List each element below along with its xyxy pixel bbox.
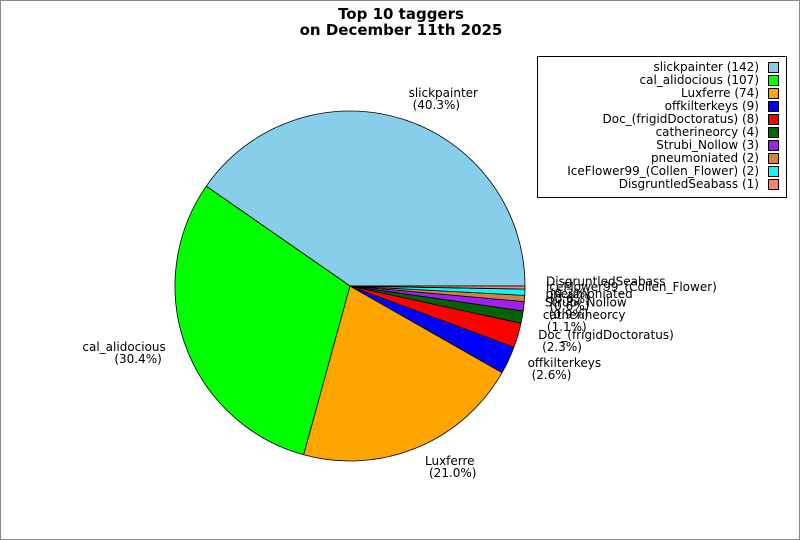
legend-label: slickpainter (142) [653,60,759,74]
chart-title: Top 10 taggers on December 11th 2025 [299,5,503,39]
legend-label: catherineorcy (4) [655,125,759,139]
legend-swatch [768,101,779,112]
slice-labels: slickpainter(40.3%) cal_alidocious(30.4%)… [82,86,716,480]
legend-swatch [768,140,779,151]
slice-percent-catherineorcy: (1.1%) [547,320,587,334]
pie-slice-disgruntledseabass [349,285,526,290]
legend-item-catherineorcy: catherineorcy (4) [538,126,786,139]
legend-item-iceflower99-collen-flower: IceFlower99_(Collen_Flower) (2) [538,165,786,178]
slice-label-slickpainter: slickpainter [409,86,478,100]
legend-swatch [768,114,779,125]
slice-label-disgruntledseabass: DisgruntledSeabass [546,275,665,289]
legend: slickpainter (142) cal_alidocious (107) Lu… [537,56,787,198]
slice-percent-strubi-nollow: (0.9%) [549,308,589,322]
slice-percent-slickpainter: (40.3%) [413,98,460,112]
legend-swatch [768,153,779,164]
slice-percent-cal-alidocious: (30.4%) [114,352,161,366]
slice-percent-luxferre: (21.0%) [429,466,476,480]
legend-item-pneumoniated: pneumoniated (2) [538,152,786,165]
legend-swatch [768,88,779,99]
legend-item-disgruntledseabass: DisgruntledSeabass (1) [538,178,786,191]
legend-swatch [768,166,779,177]
slice-label-strubi-nollow: Strubi_Nollow [545,296,627,310]
slice-label-iceflower99-collen-flower: IceFlower99_(Collen_Flower) [546,280,717,294]
legend-item-strubi-nollow: Strubi_Nollow (3) [538,139,786,152]
legend-label: Strubi_Nollow (3) [656,138,759,152]
pie-slice-cal-alidocious [174,185,351,456]
slice-percent-disgruntledseabass: (0.3%) [550,287,590,301]
slice-label-offkilterkeys: offkilterkeys [528,356,602,370]
legend-label: pneumoniated (2) [650,151,759,165]
slice-percent-offkilterkeys: (2.6%) [532,368,572,382]
pie-slice-luxferre [303,285,503,462]
slice-label-cal-alidocious: cal_alidocious [82,340,165,354]
legend-label: offkilterkeys (9) [664,99,759,113]
slice-label-doc-frigiddoctoratus: Doc_(frigidDoctoratus) [538,328,674,342]
pie-slices [174,110,526,462]
slice-label-pneumoniated: pneumoniated [546,287,633,301]
legend-label: Luxferre (74) [680,86,759,100]
legend-swatch [768,75,779,86]
legend-item-doc-frigiddoctoratus: Doc_(frigidDoctoratus) (8) [538,113,786,126]
legend-label: cal_alidocious (107) [639,73,759,87]
slice-percent-iceflower99-collen-flower: (0.6%) [550,292,590,306]
slice-percent-pneumoniated: (0.6%) [550,299,590,313]
legend-swatch [768,127,779,138]
legend-label: IceFlower99_(Collen_Flower) (2) [567,164,759,178]
legend-item-offkilterkeys: offkilterkeys (9) [538,100,786,113]
slice-percent-doc-frigiddoctoratus: (2.3%) [542,340,582,354]
legend-label: DisgruntledSeabass (1) [618,177,759,191]
slice-label-luxferre: Luxferre [425,454,475,468]
pie-slice-slickpainter [205,110,526,287]
slice-label-catherineorcy: catherineorcy [543,308,626,322]
legend-item-slickpainter: slickpainter (142) [538,61,786,74]
legend-item-luxferre: Luxferre (74) [538,87,786,100]
legend-swatch [768,179,779,190]
legend-swatch [768,62,779,73]
legend-label: Doc_(frigidDoctoratus) (8) [602,112,760,126]
legend-item-cal-alidocious: cal_alidocious (107) [538,74,786,87]
